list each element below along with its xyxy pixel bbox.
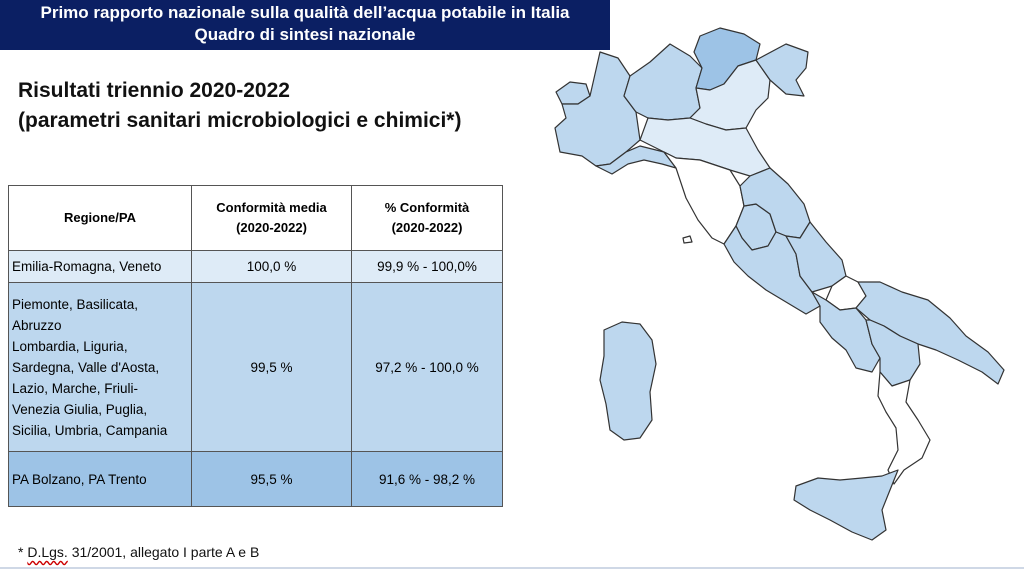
region-piemonte [554, 51, 641, 167]
results-heading: Risultati triennio 2020-2022 (parametri … [18, 76, 461, 136]
region-line: Emilia-Romagna, Veneto [12, 259, 162, 274]
header-mean-line-1: Conformità media [216, 200, 327, 215]
header-mean-conformity: Conformità media (2020-2022) [191, 185, 352, 251]
row-regions: PA Bolzano, PA Trento [8, 451, 192, 507]
region-friuli [755, 43, 809, 97]
header-region: Regione/PA [8, 185, 192, 251]
header-pct-line-1: % Conformità [384, 200, 470, 215]
region-line: Lombardia, Liguria, [12, 338, 128, 354]
banner-title: Primo rapporto nazionale sulla qualità d… [40, 3, 570, 22]
region-campania [811, 291, 881, 373]
table-row: PA Bolzano, PA Trento 95,5 % 91,6 % - 98… [8, 451, 503, 507]
footnote-text: 31/2001, allegato I parte A e B [67, 544, 260, 560]
header-pct-line-2: (2020-2022) [391, 220, 463, 235]
region-line: Sardegna, Valle d'Aosta, [12, 359, 160, 375]
region-line: Piemonte, Basilicata, [12, 296, 139, 312]
region-line: PA Bolzano, PA Trento [12, 471, 147, 487]
region-calabria [877, 371, 931, 485]
row-mean: 99,5 % [191, 282, 352, 452]
row-pct: 91,6 % - 98,2 % [351, 451, 503, 507]
region-line: Sicilia, Umbria, Campania [12, 422, 168, 438]
region-basilicata [865, 319, 921, 387]
header-pct-conformity: % Conformità (2020-2022) [351, 185, 503, 251]
header-mean-line-2: (2020-2022) [236, 220, 307, 235]
bottom-divider [0, 567, 1024, 569]
footnote: * D.Lgs. 31/2001, allegato I parte A e B [18, 544, 259, 560]
footnote-prefix: * [18, 544, 28, 560]
island-elba [682, 235, 693, 244]
row-mean: 95,5 % [191, 451, 352, 507]
region-line: Abruzzo [12, 317, 62, 333]
banner-subtitle: Quadro di sintesi nazionale [194, 25, 416, 44]
region-line: Venezia Giulia, Puglia, [12, 401, 148, 417]
table-header-row: Regione/PA Conformità media (2020-2022) … [8, 185, 503, 251]
region-sicilia [793, 469, 899, 541]
region-line: Lazio, Marche, Friuli- [12, 380, 139, 396]
table-row: Piemonte, Basilicata, Abruzzo Lombardia,… [8, 282, 503, 452]
results-table: Regione/PA Conformità media (2020-2022) … [8, 185, 503, 507]
heading-line-2: (parametri sanitari microbiologici e chi… [18, 109, 462, 132]
row-regions: Piemonte, Basilicata, Abruzzo Lombardia,… [8, 282, 192, 452]
row-mean: 100,0 % [191, 250, 352, 283]
row-pct: 97,2 % - 100,0 % [351, 282, 503, 452]
table-row: Emilia-Romagna, Veneto 100,0 % 99,9 % - … [8, 250, 503, 283]
footnote-ref: D.Lgs. [27, 544, 68, 560]
title-banner: Primo rapporto nazionale sulla qualità d… [0, 0, 610, 50]
heading-line-1: Risultati triennio 2020-2022 [18, 79, 290, 102]
row-pct: 99,9 % - 100,0% [351, 250, 503, 283]
row-regions: Emilia-Romagna, Veneto [8, 250, 192, 283]
region-sardegna [599, 321, 657, 441]
region-lombardia [623, 43, 703, 121]
italy-map [554, 27, 1005, 541]
